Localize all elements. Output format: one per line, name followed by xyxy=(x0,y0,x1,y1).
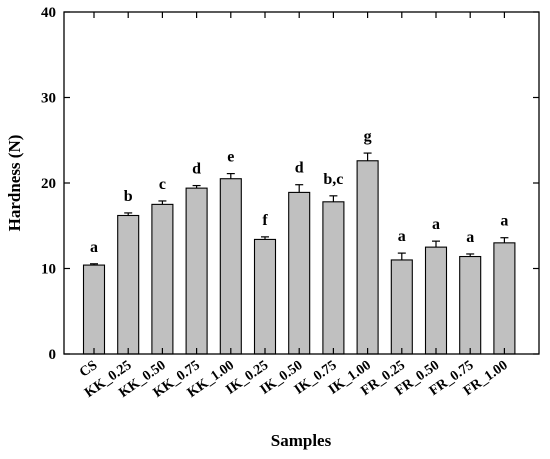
bar-KK_1.00 xyxy=(219,178,242,355)
bar-FR_0.25 xyxy=(390,259,413,355)
bar-KK_0.75 xyxy=(185,187,208,355)
bar-FR_0.75 xyxy=(459,255,482,355)
significance-label-IK_0.25: f xyxy=(262,212,268,229)
y-tick-label: 0 xyxy=(49,347,57,363)
y-tick-label: 40 xyxy=(41,5,56,21)
bar-FR_1.00 xyxy=(493,242,516,355)
y-tick-label: 10 xyxy=(41,262,56,278)
bar-IK_0.25 xyxy=(253,238,277,355)
bar-KK_0.25 xyxy=(117,214,140,355)
y-axis-ticks: 0 10 20 30 40 xyxy=(41,5,539,363)
x-axis-title: Samples xyxy=(271,431,332,450)
bar-IK_1.00 xyxy=(356,160,379,355)
significance-label-IK_1.00: g xyxy=(364,128,372,145)
bar-IK_0.75 xyxy=(322,201,345,355)
bar-FR_0.50 xyxy=(424,246,448,355)
significance-label-KK_0.25: b xyxy=(124,188,133,205)
bar-KK_0.50 xyxy=(151,203,174,355)
bar-IK_0.50 xyxy=(288,191,311,355)
y-tick-label: 30 xyxy=(41,91,56,107)
bar-CS xyxy=(82,264,106,355)
bars-layer xyxy=(82,160,516,355)
significance-label-KK_1.00: e xyxy=(227,149,234,166)
significance-label-IK_0.50: d xyxy=(295,160,304,177)
significance-label-FR_0.50: a xyxy=(432,216,440,233)
significance-label-KK_0.75: d xyxy=(192,161,201,178)
significance-label-FR_1.00: a xyxy=(500,213,508,230)
significance-label-FR_0.75: a xyxy=(466,229,474,246)
error-bars-layer xyxy=(90,152,509,266)
significance-label-FR_0.25: a xyxy=(398,228,406,245)
y-axis-title: Hardness (N) xyxy=(5,135,24,232)
significance-label-KK_0.50: c xyxy=(159,176,166,193)
y-tick-label: 20 xyxy=(41,176,56,192)
significance-label-CS: a xyxy=(90,239,98,256)
significance-labels-layer: a b c d e f d b,c g a a a a xyxy=(90,128,508,256)
significance-label-IK_0.75: b,c xyxy=(323,171,343,188)
